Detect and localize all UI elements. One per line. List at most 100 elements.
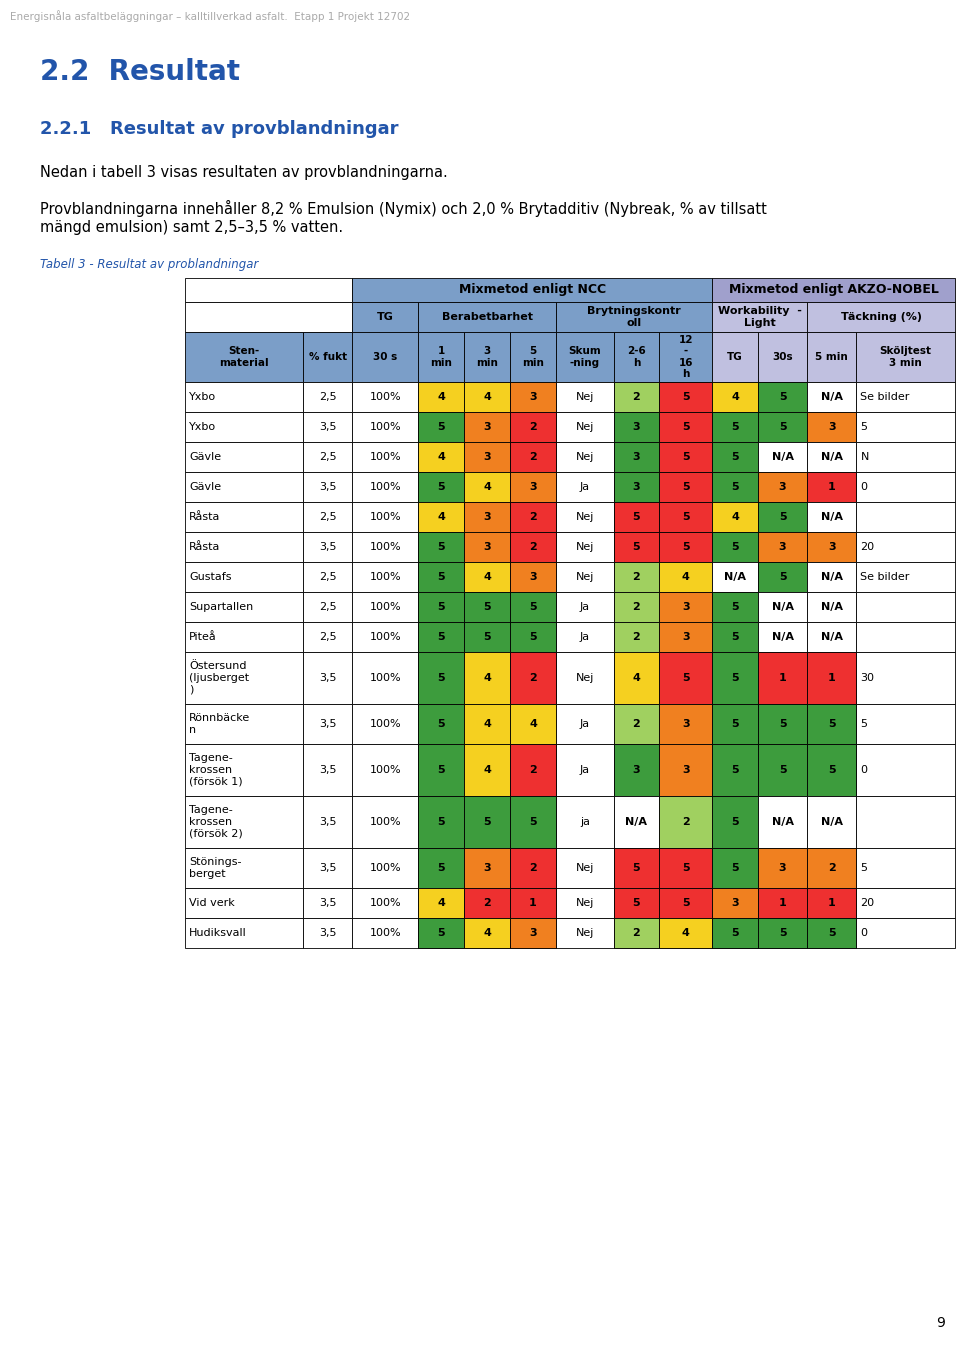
Text: 4: 4 [437,898,445,909]
Bar [660,382,712,412]
Bar [464,441,510,472]
Text: Mixmetod enligt NCC: Mixmetod enligt NCC [459,284,606,296]
Text: 5: 5 [732,863,739,874]
Bar [352,412,419,441]
Bar [856,704,955,744]
Bar [556,651,613,704]
Text: 5: 5 [682,673,689,682]
Bar [185,622,303,651]
Bar [660,563,712,592]
Bar [419,563,464,592]
Text: 3: 3 [529,572,537,581]
Bar [613,848,660,888]
Bar [807,622,856,651]
Bar [464,651,510,704]
Bar [758,502,807,532]
Bar [660,704,712,744]
Text: 4: 4 [732,511,739,522]
Bar [510,848,556,888]
Bar [510,472,556,502]
Bar [185,502,303,532]
Bar [613,704,660,744]
Text: 5: 5 [438,719,444,730]
Bar [510,651,556,704]
Text: 100%: 100% [370,863,401,874]
Bar [807,848,856,888]
Bar [712,563,758,592]
Bar [185,563,303,592]
Bar [758,532,807,563]
Text: 4: 4 [682,927,689,938]
Text: Stönings-
berget: Stönings- berget [189,857,242,879]
Text: 5: 5 [732,542,739,552]
Text: N/A: N/A [821,511,843,522]
Text: Täckning (%): Täckning (%) [841,312,922,322]
Bar [856,622,955,651]
Bar [303,795,352,848]
Bar [419,563,464,592]
Bar [419,651,464,704]
Text: 3: 3 [682,602,689,612]
Text: 5: 5 [483,817,491,826]
Bar [613,744,660,795]
Bar [556,502,613,532]
Text: 5: 5 [438,482,444,493]
Bar [660,412,712,441]
Text: Nej: Nej [576,673,594,682]
Bar [464,622,510,651]
Bar [758,888,807,918]
Text: 3: 3 [682,719,689,730]
Text: 5: 5 [438,863,444,874]
Text: Vid verk: Vid verk [189,898,235,909]
Bar [660,382,712,412]
Bar [510,848,556,888]
Text: 100%: 100% [370,817,401,826]
Text: 5: 5 [732,719,739,730]
Text: 3: 3 [828,423,835,432]
Bar [712,441,758,472]
Text: 5: 5 [483,602,491,612]
Text: 9: 9 [936,1316,945,1330]
Bar [807,563,856,592]
Text: 5: 5 [682,863,689,874]
Bar [660,795,712,848]
Bar [758,848,807,888]
Bar [712,795,758,848]
Text: Nej: Nej [576,572,594,581]
Text: 5: 5 [633,542,640,552]
Text: 5: 5 [438,673,444,682]
Bar [510,888,556,918]
Bar [510,563,556,592]
Bar [660,744,712,795]
Bar [556,412,613,441]
Bar [613,795,660,848]
Bar [613,412,660,441]
Text: 3: 3 [732,898,739,909]
Text: 2.2.1   Resultat av provblandningar: 2.2.1 Resultat av provblandningar [40,120,398,139]
Bar [185,704,303,744]
Bar [758,651,807,704]
Text: 5: 5 [779,511,786,522]
Text: 5: 5 [779,392,786,402]
Bar [660,744,712,795]
Text: 5: 5 [438,927,444,938]
Text: 3,5: 3,5 [319,542,337,552]
Bar [464,888,510,918]
Bar [464,532,510,563]
Bar [510,622,556,651]
Bar [510,441,556,472]
Bar [758,744,807,795]
Bar [464,563,510,592]
Text: 5: 5 [732,817,739,826]
Bar [660,532,712,563]
Bar [613,502,660,532]
Bar [660,848,712,888]
Bar [660,848,712,888]
Bar [807,651,856,704]
Bar [352,563,419,592]
Text: N/A: N/A [821,817,843,826]
Text: Gävle: Gävle [189,452,221,462]
Text: 100%: 100% [370,452,401,462]
Bar [352,279,712,302]
Text: Se bilder: Se bilder [860,572,910,581]
